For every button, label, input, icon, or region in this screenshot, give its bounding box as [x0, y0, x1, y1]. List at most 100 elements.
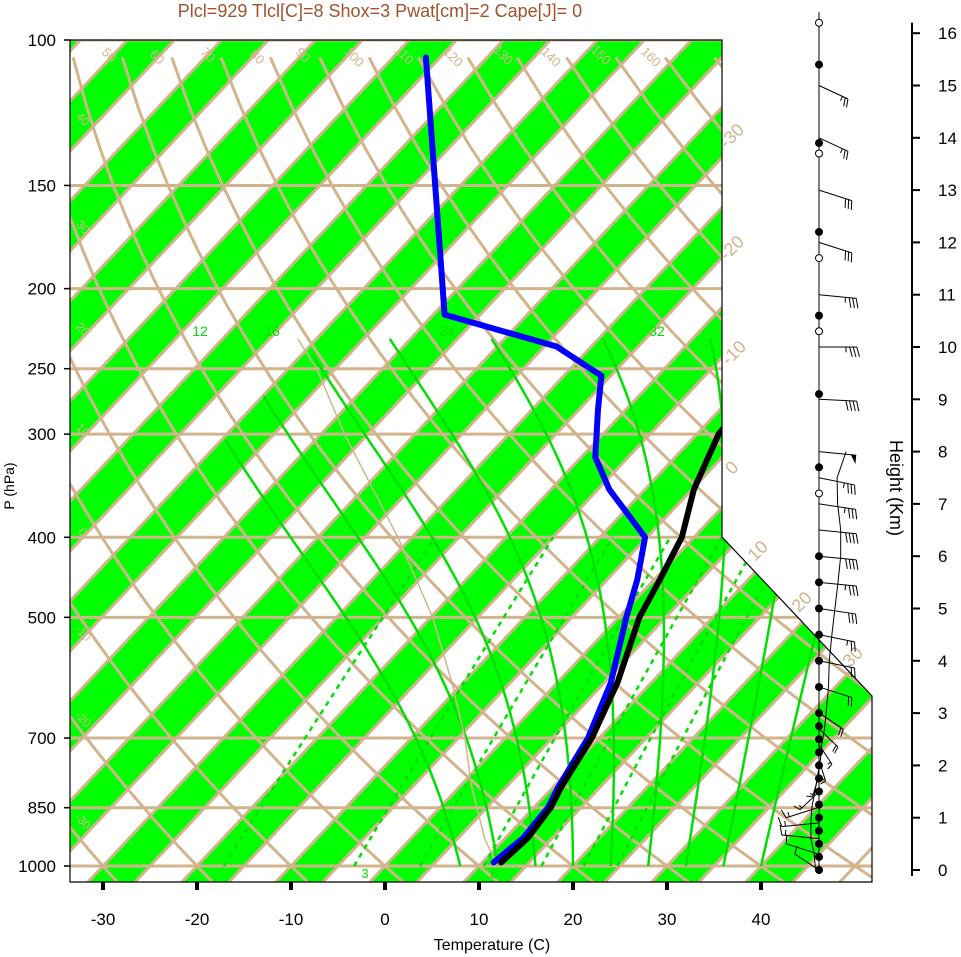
wind-barb-feather — [855, 559, 859, 570]
wind-level-dot — [815, 866, 823, 874]
wind-barb-feather — [855, 585, 859, 597]
wind-level-dot — [815, 748, 823, 757]
wind-barb-feather — [848, 400, 853, 411]
wind-barb — [818, 555, 859, 570]
wind-level-dot — [815, 656, 823, 665]
wind-barb-half-feather — [798, 804, 803, 809]
isotherm — [70, 40, 83, 54]
isotherm — [70, 40, 694, 704]
wind-barb-feather — [855, 509, 858, 520]
wind-barb-feather — [855, 613, 858, 624]
isotherm — [70, 40, 553, 554]
wind-barb-half-feather — [840, 148, 843, 154]
wind-barb-shaft — [818, 634, 855, 643]
moist-adiabat-label: 16 — [264, 323, 280, 339]
wind-barb-feather — [852, 533, 855, 544]
wind-column — [777, 12, 860, 874]
wind-barb-shaft — [818, 744, 833, 765]
wind-barb-feather — [850, 641, 853, 651]
wind-trace — [810, 451, 847, 871]
wind-barb-feather — [848, 559, 852, 570]
moist-adiabat — [224, 439, 462, 867]
dry-adiabat — [70, 713, 215, 882]
height-axis-label: Height (Km) — [886, 440, 906, 536]
height-tick-label: 14 — [938, 129, 957, 148]
isotherm — [70, 40, 600, 604]
wind-barb-shaft — [818, 137, 849, 152]
wind-level-dot — [815, 826, 823, 835]
wind-barb-half-feather — [827, 761, 831, 765]
wind-barb-shaft — [818, 241, 852, 254]
height-tick-label: 12 — [938, 233, 957, 252]
wind-barb-feather — [780, 809, 787, 819]
wind-barb-half-feather — [784, 820, 786, 827]
wind-level-dot — [815, 839, 823, 848]
temperature-tick-label: 30 — [658, 910, 677, 929]
height-tick-label: 13 — [938, 181, 957, 200]
wind-level-dot — [815, 852, 823, 861]
isotherm — [0, 2, 69, 900]
wind-barb — [818, 477, 856, 495]
wind-barb — [779, 824, 820, 840]
pressure-tick-label: 1000 — [18, 857, 56, 876]
dry-adiabat — [70, 599, 310, 882]
x-axis-label: Temperature (C) — [434, 937, 550, 954]
isotherm — [70, 40, 318, 304]
wind-barb-shaft — [781, 834, 820, 840]
isotherm — [602, 595, 872, 882]
wind-barb-feather — [851, 613, 854, 624]
height-tick-label: 16 — [938, 24, 957, 43]
height-tick-label: 5 — [938, 600, 947, 619]
pressure-tick-label: 400 — [28, 528, 56, 547]
wind-barb-shaft — [786, 806, 820, 819]
mixing-ratio-label: 3 — [361, 866, 368, 881]
wind-level-dot — [815, 761, 823, 770]
wind-barb-shaft — [818, 529, 857, 535]
wind-barb-shaft — [818, 728, 839, 748]
wind-barb-flag — [850, 454, 857, 465]
dry-adiabat-label: 160 — [638, 44, 664, 70]
wind-barb-feather — [848, 508, 851, 519]
wind-barb-feather — [843, 97, 846, 107]
wind-level-dot — [815, 800, 823, 809]
dry-adiabat — [219, 56, 872, 817]
wind-level-dot — [815, 682, 823, 691]
wind-level-dot — [815, 709, 823, 718]
wind-barb-shaft — [818, 581, 857, 587]
mixing-ratio-line — [616, 536, 792, 867]
pressure-tick-label: 500 — [28, 608, 56, 627]
wind-level-dot — [815, 735, 823, 744]
isotherm — [70, 40, 506, 504]
wind-barb-feather — [849, 346, 853, 358]
isotherm — [70, 40, 788, 804]
mixing-ratio-line — [418, 536, 614, 867]
mixing-ratio-line — [222, 536, 437, 867]
pressure-tick-label: 150 — [28, 176, 56, 195]
wind-barb-shaft — [818, 660, 855, 669]
wind-barb-feather — [854, 641, 856, 652]
wind-barb — [818, 503, 858, 520]
wind-barb-shaft — [799, 791, 820, 811]
wind-barb-feather — [838, 727, 842, 736]
temperature-tick-label: 40 — [752, 910, 771, 929]
wind-level-open-dot — [815, 149, 823, 158]
wind-barb — [818, 712, 844, 737]
pressure-tick-label: 850 — [28, 799, 56, 818]
wind-level-dot — [815, 630, 823, 639]
wind-barb — [818, 660, 856, 678]
mixing-ratio-label: 8 — [490, 866, 497, 881]
wind-barb-feather — [854, 667, 856, 678]
wind-level-dot — [815, 552, 823, 561]
pressure-tick-label: 300 — [28, 425, 56, 444]
wind-barb — [818, 294, 859, 309]
wind-barb-shaft — [818, 712, 844, 730]
wind-barb-feather — [852, 559, 855, 570]
mixing-ratio-lines — [222, 536, 792, 867]
dry-adiabat — [120, 57, 787, 882]
wind-barb-shaft — [818, 608, 856, 615]
wind-barb-feather — [848, 297, 852, 308]
wind-barb-feather — [850, 667, 853, 678]
y-axis-label: P (hPa) — [1, 462, 17, 509]
wind-barb-half-feather — [784, 829, 787, 836]
